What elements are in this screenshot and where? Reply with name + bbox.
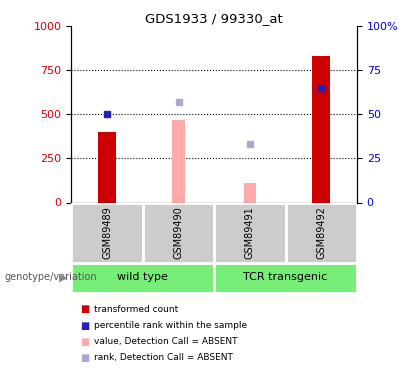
Text: GSM89492: GSM89492 [316, 206, 326, 259]
Bar [214, 202, 286, 262]
Bar [172, 120, 185, 202]
Bar [143, 202, 214, 262]
Bar [312, 56, 330, 202]
Text: GSM89491: GSM89491 [245, 206, 255, 259]
Text: GSM89489: GSM89489 [102, 206, 112, 259]
Bar [71, 262, 214, 292]
Text: ▶: ▶ [59, 273, 67, 282]
Text: TCR transgenic: TCR transgenic [244, 273, 328, 282]
Bar [286, 202, 357, 262]
Text: ■: ■ [80, 353, 89, 363]
Text: GSM89490: GSM89490 [173, 206, 184, 259]
Text: genotype/variation: genotype/variation [4, 273, 97, 282]
Text: percentile rank within the sample: percentile rank within the sample [94, 321, 248, 330]
Bar [71, 202, 143, 262]
Bar [244, 183, 256, 203]
Text: ■: ■ [80, 304, 89, 314]
Text: ■: ■ [80, 321, 89, 330]
Text: rank, Detection Call = ABSENT: rank, Detection Call = ABSENT [94, 353, 234, 362]
Title: GDS1933 / 99330_at: GDS1933 / 99330_at [145, 12, 283, 25]
Text: transformed count: transformed count [94, 305, 179, 314]
Text: wild type: wild type [117, 273, 168, 282]
Bar [98, 132, 116, 202]
Bar [214, 262, 357, 292]
Text: ■: ■ [80, 337, 89, 346]
Text: value, Detection Call = ABSENT: value, Detection Call = ABSENT [94, 337, 238, 346]
